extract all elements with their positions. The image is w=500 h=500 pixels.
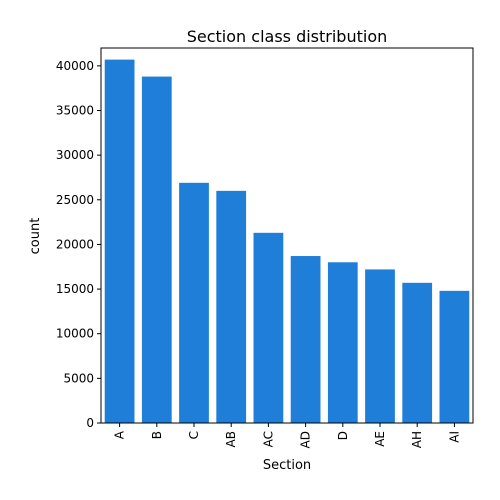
x-tick-label: AH bbox=[410, 431, 424, 448]
y-tick-label: 35000 bbox=[56, 104, 94, 118]
bar-ae bbox=[365, 269, 395, 423]
bar-d bbox=[327, 262, 358, 423]
bar-ab bbox=[216, 190, 247, 423]
y-axis-ticks: 0 5000 10000 15000 20000 25000 30000 35000 40000 bbox=[56, 59, 101, 430]
bar-ac bbox=[253, 232, 284, 423]
y-tick-label: 40000 bbox=[56, 59, 94, 73]
x-tick-label: AC bbox=[261, 431, 275, 447]
x-tick-label: C bbox=[187, 431, 201, 439]
x-tick-label: D bbox=[336, 431, 350, 440]
y-tick-label: 30000 bbox=[56, 148, 94, 162]
bar-b bbox=[141, 76, 172, 424]
x-tick-label: AD bbox=[299, 431, 313, 448]
x-tick-label: B bbox=[150, 431, 164, 439]
x-axis-ticks: A B C AB AC AD D AE AH AI bbox=[113, 423, 461, 448]
x-tick-label: AI bbox=[447, 431, 461, 443]
bar-ai bbox=[439, 290, 470, 423]
bar-ad bbox=[290, 256, 321, 423]
chart-title: Section class distribution bbox=[187, 27, 388, 46]
bars-group bbox=[104, 59, 470, 424]
y-tick-label: 25000 bbox=[56, 193, 94, 207]
y-tick-label: 5000 bbox=[63, 371, 94, 385]
y-tick-label: 20000 bbox=[56, 237, 94, 251]
x-tick-label: A bbox=[113, 430, 127, 439]
bar-c bbox=[179, 182, 209, 423]
y-tick-label: 15000 bbox=[56, 282, 94, 296]
y-tick-label: 0 bbox=[86, 416, 94, 430]
x-tick-label: AE bbox=[373, 431, 387, 447]
y-tick-label: 10000 bbox=[56, 327, 94, 341]
x-tick-label: AB bbox=[224, 431, 238, 447]
x-axis-label: Section bbox=[263, 458, 311, 473]
bar-ah bbox=[402, 282, 433, 423]
plot-frame bbox=[100, 47, 474, 424]
bar-a bbox=[104, 59, 135, 423]
y-axis-label: count bbox=[28, 218, 43, 255]
